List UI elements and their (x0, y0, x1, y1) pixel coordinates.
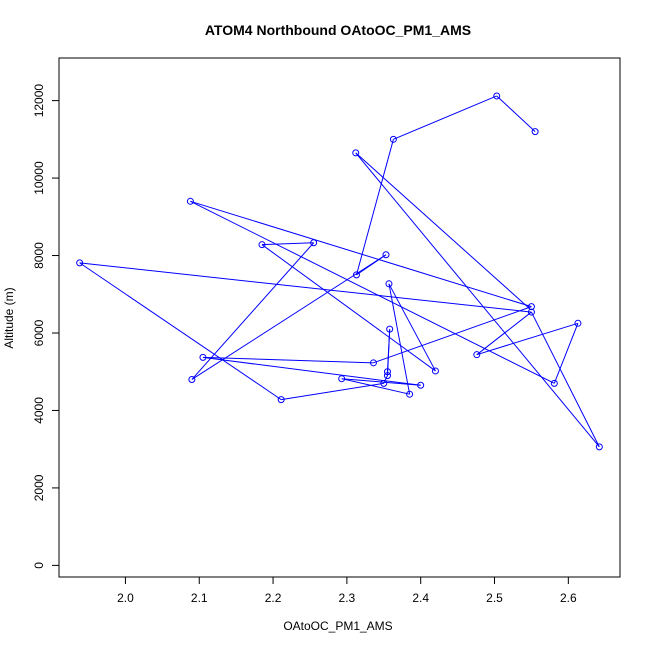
series-line-segment (393, 95, 497, 140)
series-line-segment (553, 323, 579, 384)
x-tick-label: 2.3 (339, 591, 356, 605)
series-point (383, 372, 391, 380)
y-tick-label: 8000 (32, 242, 46, 269)
x-tick-label: 2.6 (560, 591, 577, 605)
x-tick-label: 2.5 (486, 591, 503, 605)
series-point (385, 280, 393, 288)
series-line-segment (79, 262, 282, 401)
series-point (531, 128, 539, 136)
series-point (188, 375, 196, 383)
series-line-segment (190, 200, 532, 308)
series-line-segment (476, 322, 579, 356)
series-point (473, 351, 481, 359)
series-point (382, 251, 390, 259)
series-line-segment (191, 242, 315, 380)
series-point (417, 381, 425, 389)
chart-title: ATOM4 Northbound OAtoOC_PM1_AMS (205, 22, 471, 38)
series-point (383, 368, 391, 376)
series-line-segment (261, 242, 314, 246)
x-axis-label: OAtoOC_PM1_AMS (283, 619, 392, 633)
y-tick-label: 10000 (32, 161, 46, 195)
series-point (431, 367, 439, 375)
y-tick-label: 2000 (32, 474, 46, 501)
series-line-segment (496, 95, 536, 132)
x-tick-label: 2.1 (191, 591, 208, 605)
series-point (277, 396, 285, 404)
series-line-segment (355, 152, 600, 448)
series-point (186, 197, 194, 205)
y-tick-label: 6000 (32, 319, 46, 346)
series-line-segment (202, 356, 374, 364)
series-line-segment (386, 329, 391, 372)
plot-frame (58, 57, 621, 578)
series-point (369, 359, 377, 367)
series-point (574, 319, 582, 327)
series-point (352, 271, 360, 279)
series-point (550, 379, 558, 387)
series-line-segment (383, 375, 388, 384)
series-point (595, 443, 603, 451)
series-line-segment (530, 311, 600, 448)
series-point (310, 239, 318, 247)
y-tick-label: 4000 (32, 397, 46, 424)
series-line-segment (388, 283, 436, 372)
series-line-segment (190, 200, 555, 384)
series-line-segment (191, 254, 387, 380)
series-line-segment (281, 382, 384, 401)
series-line-segment (355, 152, 531, 310)
series-point (338, 375, 346, 383)
series-line-segment (261, 244, 436, 372)
series-point (493, 92, 501, 100)
series-point (76, 259, 84, 267)
y-tick-label: 12000 (32, 84, 46, 118)
series-points (76, 92, 603, 451)
series-point (406, 390, 414, 398)
series-point (527, 308, 535, 316)
series-line-segment (341, 378, 410, 395)
series-point (386, 325, 394, 333)
series-line-segment (373, 306, 532, 364)
y-axis: 0 2000 4000 6000 8000 10000 12000 (32, 84, 60, 569)
x-tick-label: 2.2 (265, 591, 282, 605)
series-point (258, 241, 266, 249)
series-point (199, 353, 207, 361)
y-tick-label: 0 (32, 562, 46, 569)
series-line-segment (79, 262, 532, 313)
series-point (352, 149, 360, 157)
x-tick-label: 2.4 (412, 591, 429, 605)
series-lines (79, 95, 600, 448)
series-point (527, 303, 535, 311)
x-axis: 2.0 2.1 2.2 2.3 2.4 2.5 2.6 (117, 576, 577, 605)
x-tick-label: 2.0 (117, 591, 134, 605)
y-axis-label: Altitude (m) (2, 287, 16, 348)
series-line-segment (476, 311, 532, 356)
series-line-segment (355, 139, 394, 276)
series-point (380, 379, 388, 387)
series-point (389, 135, 397, 143)
